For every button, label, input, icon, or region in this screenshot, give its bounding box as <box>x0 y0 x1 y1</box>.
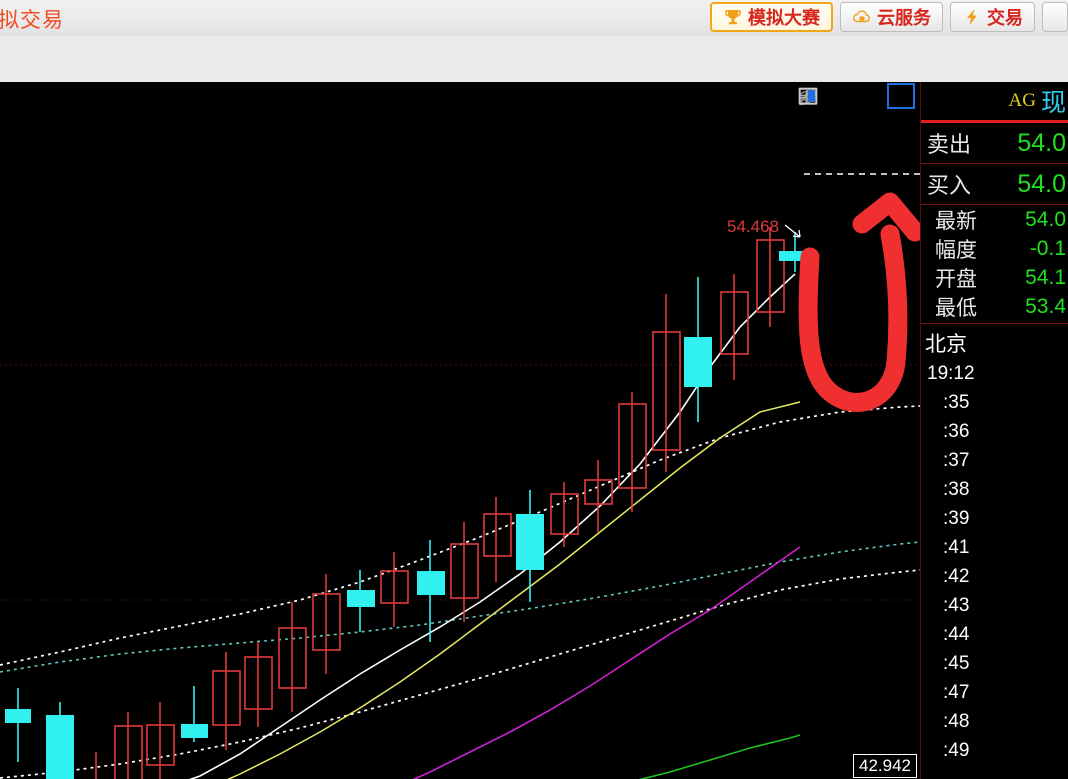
price-pointer-arrow <box>784 224 801 238</box>
pencil-icon[interactable] <box>799 86 850 106</box>
candle-up <box>212 652 241 750</box>
lightning-icon <box>962 7 982 27</box>
list-item[interactable]: :45 <box>943 653 970 674</box>
bid-value: 54.0 <box>1017 169 1066 198</box>
candle-down <box>5 688 31 762</box>
candle-down <box>516 490 544 602</box>
low-price-label: 42.942 <box>853 754 917 778</box>
candle-up <box>278 602 307 712</box>
candle-down <box>181 686 208 742</box>
candle-down-last <box>779 232 813 272</box>
candle-up <box>380 552 409 627</box>
overflow-button-clipped[interactable] <box>1042 2 1068 32</box>
ask-value: 54.0 <box>1017 128 1066 157</box>
chart-gridlines <box>0 364 920 601</box>
list-item[interactable]: :37 <box>943 450 970 471</box>
low-price-row: 最低 53.4 <box>921 292 1068 321</box>
list-item[interactable]: :39 <box>943 508 970 529</box>
tick-time-list[interactable]: 19:12 :35 :36 :37 :38 :39 :41 :42 :43 :4… <box>921 358 1068 765</box>
grid-layout-icon[interactable] <box>799 86 881 106</box>
quote-panel: AG 现 卖出 54.0 买入 54.0 最新 54.0 幅度 -0.1 开盘 … <box>921 82 1068 779</box>
candle-up <box>652 294 681 472</box>
band-cyan <box>0 541 920 673</box>
list-item[interactable]: :43 <box>943 595 970 616</box>
ask-label: 卖出 <box>927 133 972 158</box>
split-panel-icon[interactable] <box>798 83 915 109</box>
freehand-annotation <box>798 192 920 412</box>
chart-toolbar <box>797 83 915 109</box>
candle-down <box>347 570 375 632</box>
open-price-value: 54.1 <box>1025 265 1066 289</box>
toolbar-spacer-strip <box>0 36 1068 82</box>
high-price-label: 54.468 <box>727 217 779 236</box>
candle-up <box>244 642 273 727</box>
app-title: 拟交易 <box>0 8 64 32</box>
change-value: -0.1 <box>1029 236 1066 260</box>
cloud-service-label: 云服务 <box>877 8 931 29</box>
trophy-icon <box>723 7 743 27</box>
open-price-label: 开盘 <box>935 266 977 291</box>
cloud-service-button[interactable]: 云服务 <box>840 2 943 32</box>
sim-contest-label: 模拟大赛 <box>748 8 820 29</box>
candle-up <box>450 522 479 622</box>
ma-green-line <box>638 734 801 779</box>
chart-area[interactable]: 54.468 42.942 <box>0 82 921 779</box>
candle-up <box>146 702 175 779</box>
list-item[interactable]: :47 <box>943 682 970 703</box>
sim-contest-button[interactable]: 模拟大赛 <box>710 2 833 32</box>
candle-down <box>684 277 712 422</box>
candle-up <box>618 392 647 512</box>
timezone-label: 北京 <box>925 332 967 356</box>
list-item[interactable]: 19:12 <box>927 363 975 384</box>
stats-group: 最新 54.0 幅度 -0.1 开盘 54.1 最低 53.4 <box>921 205 1068 324</box>
list-item[interactable]: :48 <box>943 711 970 732</box>
band-upper-white <box>0 405 920 666</box>
change-label: 幅度 <box>935 237 977 262</box>
low-price-value: 53.4 <box>1025 294 1066 318</box>
bid-label: 买入 <box>927 174 972 199</box>
candle-up <box>114 712 143 779</box>
candle-down <box>417 540 445 642</box>
last-price-value: 54.0 <box>1025 207 1066 231</box>
change-row: 幅度 -0.1 <box>921 234 1068 263</box>
candle-up <box>312 574 341 674</box>
instrument-code: AG <box>1008 90 1036 111</box>
cloud-icon <box>852 7 872 27</box>
instrument-name: 现 <box>1040 88 1066 117</box>
list-item[interactable]: :41 <box>943 537 970 558</box>
candle-up <box>720 274 749 380</box>
list-item[interactable]: :42 <box>943 566 970 587</box>
candle-up <box>756 227 785 327</box>
instrument-title[interactable]: AG 现 <box>921 82 1068 123</box>
candle-up <box>584 460 613 532</box>
band-lower-white <box>0 569 920 779</box>
trade-label: 交易 <box>987 8 1023 29</box>
candle-up <box>483 497 512 582</box>
last-price-label: 最新 <box>935 208 977 233</box>
list-item[interactable]: :38 <box>943 479 970 500</box>
candle-down <box>46 702 74 779</box>
low-price-label: 最低 <box>935 295 977 320</box>
top-toolbar: 拟交易 模拟大赛 <box>0 0 1068 37</box>
toolbar-button-group: 模拟大赛 云服务 交易 <box>710 2 1068 34</box>
list-item[interactable]: :44 <box>943 624 970 645</box>
ask-row: 卖出 54.0 <box>921 123 1068 164</box>
candle-up <box>550 482 579 547</box>
ma-yellow-line <box>227 401 801 779</box>
trade-button[interactable]: 交易 <box>950 2 1035 32</box>
candlestick-series <box>5 227 813 779</box>
price-chart-svg <box>0 173 920 779</box>
list-item[interactable]: :36 <box>943 421 970 442</box>
open-price-row: 开盘 54.1 <box>921 263 1068 292</box>
ma-magenta-line <box>412 546 801 779</box>
last-price-row: 最新 54.0 <box>921 205 1068 234</box>
list-item[interactable]: :49 <box>943 740 970 761</box>
bid-row: 买入 54.0 <box>921 164 1068 205</box>
ma-white-line <box>189 273 796 779</box>
candle-up <box>95 752 97 779</box>
list-item[interactable]: :35 <box>943 392 970 413</box>
